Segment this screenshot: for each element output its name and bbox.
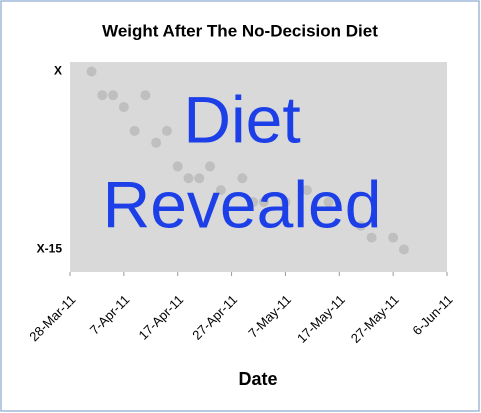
- point: [280, 197, 291, 207]
- point: [140, 90, 151, 101]
- point: [301, 185, 312, 196]
- point: [205, 161, 216, 172]
- y-tick-label: X: [54, 64, 62, 78]
- point: [194, 173, 205, 184]
- point: [215, 185, 226, 196]
- y-tick-label: X-15: [37, 242, 63, 256]
- point: [172, 161, 183, 172]
- point: [86, 66, 97, 77]
- point: [398, 244, 409, 255]
- point: [97, 90, 108, 101]
- annotation: Diet: [183, 82, 300, 156]
- point: [355, 220, 366, 231]
- point: [258, 197, 269, 207]
- point: [161, 125, 172, 136]
- point: [366, 232, 377, 243]
- annotation: Revealed: [103, 167, 382, 241]
- point: [108, 90, 119, 101]
- point: [151, 137, 162, 148]
- plot-area: [70, 62, 447, 272]
- point: [183, 173, 194, 184]
- point: [323, 197, 334, 207]
- x-axis-label: Date: [238, 369, 277, 389]
- point: [118, 102, 129, 113]
- point: [248, 197, 259, 207]
- point: [129, 125, 140, 136]
- chart-title: Weight After The No-Decision Diet: [102, 21, 378, 40]
- point: [237, 173, 248, 184]
- point: [388, 232, 399, 243]
